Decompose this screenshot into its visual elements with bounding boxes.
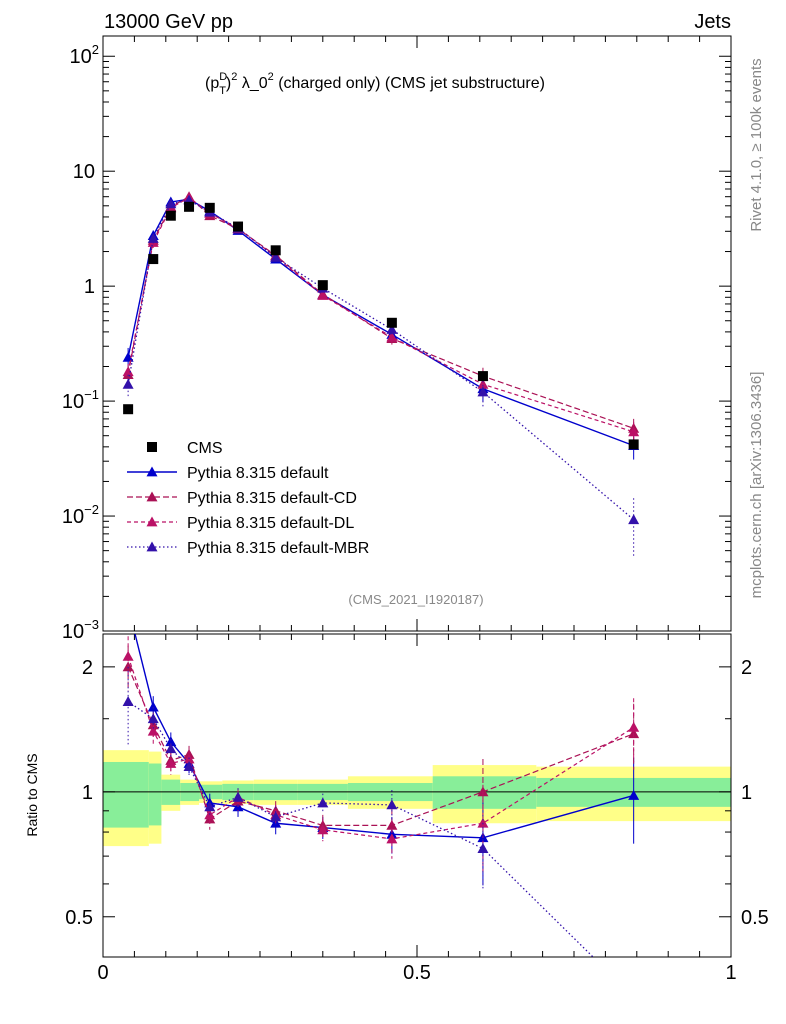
series-line-1 bbox=[127, 195, 634, 429]
ratio-marker-3 bbox=[317, 797, 329, 808]
analysis-id-label: (CMS_2021_I1920187) bbox=[348, 592, 483, 607]
ratio-panel-axis-layer: 0 0.5 1 2 2 1 1 0.5 0.5 bbox=[65, 633, 769, 984]
main-y-tick-label: 102 bbox=[70, 42, 99, 68]
ratio-marker-2 bbox=[317, 824, 329, 835]
chart-title: (pD T)2 λ_02 (charged only) (CMS jet subs… bbox=[205, 71, 545, 97]
ratio-marker-3 bbox=[477, 843, 489, 853]
ratio-series-group-2 bbox=[122, 636, 640, 873]
legend-data-marker bbox=[147, 442, 157, 452]
ratio-marker-2 bbox=[386, 833, 398, 844]
data-point bbox=[123, 404, 134, 415]
rivet-version-label: Rivet 4.1.0, ≥ 100k events bbox=[748, 58, 765, 231]
ratio-marker-3 bbox=[183, 761, 195, 772]
data-point bbox=[317, 280, 328, 291]
ratio-marker-2 bbox=[477, 817, 489, 828]
ratio-marker-3 bbox=[232, 791, 244, 802]
ratio-marker-3 bbox=[270, 811, 282, 822]
legend-label: Pythia 8.315 default-MBR bbox=[187, 540, 369, 557]
x-tick-label: 1 bbox=[725, 962, 736, 984]
ratio-panel-series-layer bbox=[122, 634, 640, 957]
data-point bbox=[204, 202, 215, 213]
main-panel-series-layer bbox=[122, 191, 640, 559]
ratio-marker-2 bbox=[147, 725, 159, 736]
series-marker-3 bbox=[147, 232, 159, 243]
ratio-y-tick-label-right: 0.5 bbox=[741, 907, 769, 929]
series-line-2 bbox=[127, 196, 634, 433]
series-marker-3 bbox=[270, 251, 282, 262]
ratio-line-3 bbox=[127, 701, 594, 957]
main-panel-axis-layer: 102 10 1 10−1 10−2 10−3 bbox=[62, 35, 732, 643]
data-point bbox=[148, 254, 159, 265]
legend-label: Pythia 8.315 default-CD bbox=[187, 490, 357, 507]
main-y-tick-label: 1 bbox=[84, 276, 95, 298]
series-marker-2 bbox=[477, 378, 489, 389]
ratio-y-tick-label-right: 1 bbox=[741, 782, 752, 804]
ratio-marker-1 bbox=[477, 786, 489, 797]
series-marker-2 bbox=[628, 426, 640, 437]
legend-label-data: CMS bbox=[187, 440, 223, 457]
main-y-tick-label: 10−1 bbox=[62, 387, 99, 413]
ratio-marker-0 bbox=[628, 789, 640, 800]
ratio-marker-0 bbox=[147, 701, 159, 712]
ratio-marker-1 bbox=[628, 728, 640, 739]
legend-label: Pythia 8.315 default bbox=[187, 465, 329, 482]
ratio-marker-2 bbox=[122, 650, 134, 661]
ratio-y-tick-label: 2 bbox=[82, 657, 93, 679]
series-marker-2 bbox=[317, 289, 329, 300]
ratio-series-group-3 bbox=[122, 666, 594, 957]
ratio-marker-0 bbox=[165, 736, 177, 747]
ratio-y-axis-label: Ratio to CMS bbox=[24, 753, 40, 836]
mcplots-label: mcplots.cern.ch [arXiv:1306.3436] bbox=[748, 372, 765, 599]
series-marker-3 bbox=[628, 514, 640, 525]
ratio-marker-3 bbox=[386, 799, 398, 810]
series-marker-2 bbox=[122, 366, 134, 377]
legend: CMS Pythia 8.315 default Pythia 8.315 defa… bbox=[127, 440, 369, 557]
data-point bbox=[233, 221, 244, 232]
ratio-marker-3 bbox=[122, 696, 134, 706]
data-point bbox=[165, 210, 176, 221]
ratio-marker-2 bbox=[628, 721, 640, 732]
data-point bbox=[270, 245, 281, 256]
legend-label: Pythia 8.315 default-DL bbox=[187, 515, 354, 532]
legend-marker bbox=[146, 541, 158, 552]
main-y-tick-label: 10 bbox=[73, 161, 95, 183]
x-tick-label: 0 bbox=[97, 962, 108, 984]
series-marker-2 bbox=[386, 331, 398, 342]
series-marker-3 bbox=[386, 323, 398, 334]
series-marker-3 bbox=[477, 386, 489, 397]
series-marker-3 bbox=[165, 198, 177, 209]
ratio-y-tick-label: 1 bbox=[82, 782, 93, 804]
series-marker-0 bbox=[122, 351, 134, 362]
data-point bbox=[477, 371, 488, 382]
legend-marker bbox=[146, 516, 158, 527]
ratio-stat-uncertainty-band bbox=[103, 761, 149, 828]
ratio-marker-3 bbox=[147, 713, 159, 724]
series-marker-3 bbox=[122, 378, 134, 389]
ratio-marker-2 bbox=[165, 758, 177, 768]
main-y-tick-label: 10−3 bbox=[62, 617, 99, 643]
category-label: Jets bbox=[694, 11, 731, 33]
ratio-marker-3 bbox=[165, 743, 177, 754]
ratio-series-group-0 bbox=[134, 634, 640, 886]
energy-label: 13000 GeV pp bbox=[104, 11, 233, 33]
legend-marker bbox=[146, 491, 158, 502]
ratio-stat-uncertainty-band bbox=[148, 763, 162, 826]
ratio-y-tick-label: 0.5 bbox=[65, 907, 93, 929]
ratio-y-tick-label-right: 2 bbox=[741, 657, 752, 679]
ratio-marker-3 bbox=[204, 801, 216, 812]
data-point bbox=[628, 439, 639, 450]
data-point bbox=[184, 201, 195, 212]
main-y-tick-label: 10−2 bbox=[62, 502, 99, 528]
legend-marker bbox=[146, 466, 158, 477]
x-tick-label: 0.5 bbox=[403, 962, 431, 984]
data-point bbox=[386, 317, 397, 328]
